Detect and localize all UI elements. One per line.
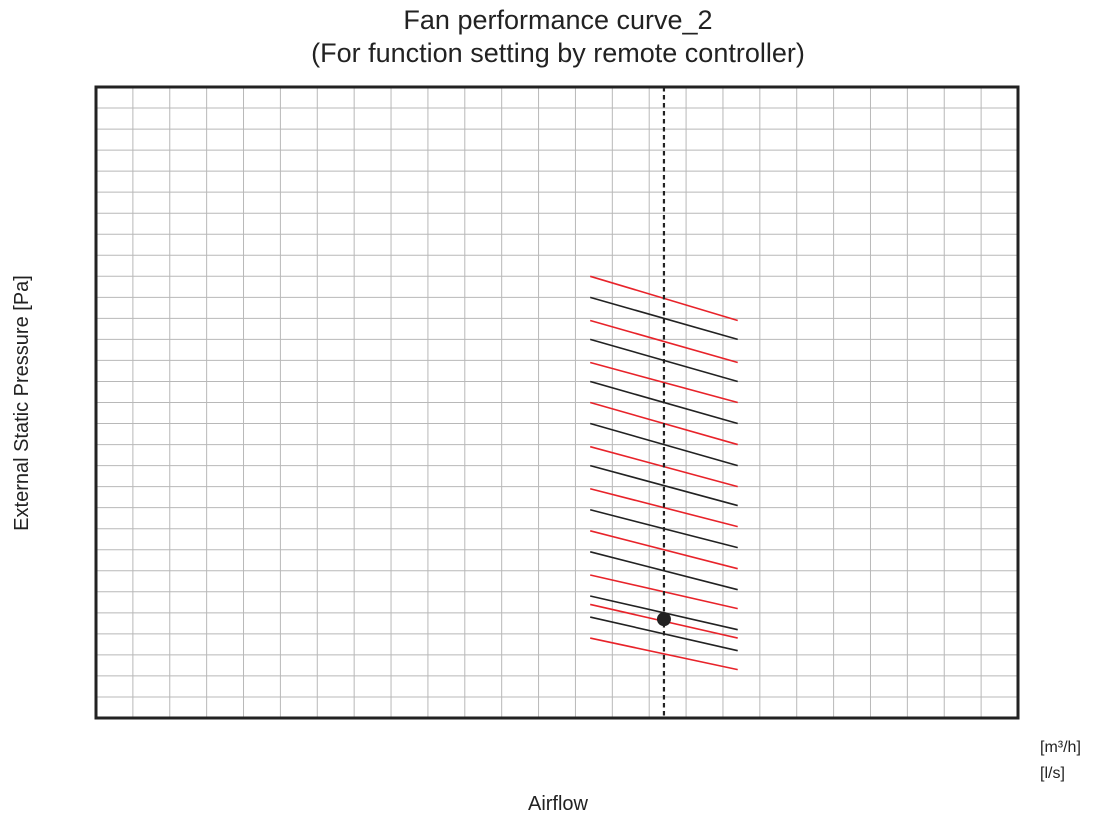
chart-title-line-1: Fan performance curve_2 <box>403 5 712 35</box>
plot-frame <box>94 85 1020 720</box>
series-lines <box>589 275 738 671</box>
series-line <box>589 487 738 528</box>
series-line <box>589 319 738 364</box>
x-axis-title: Airflow <box>528 793 589 815</box>
series-line <box>590 637 738 671</box>
x-unit-secondary: [l/s] <box>1040 765 1065 782</box>
markers <box>656 87 671 718</box>
series-line <box>589 296 738 341</box>
series-line <box>589 361 738 404</box>
chart-title-line-2: (For function setting by remote controll… <box>311 38 805 68</box>
series-line <box>589 422 738 467</box>
axes <box>94 85 1020 720</box>
operating-point-marker <box>656 612 671 627</box>
grid <box>96 87 1018 718</box>
series-line <box>589 530 738 570</box>
series-line <box>589 464 738 507</box>
x-unit-primary: [m³/h] <box>1040 739 1081 756</box>
y-axis-title: External Static Pressure [Pa] <box>11 275 33 531</box>
